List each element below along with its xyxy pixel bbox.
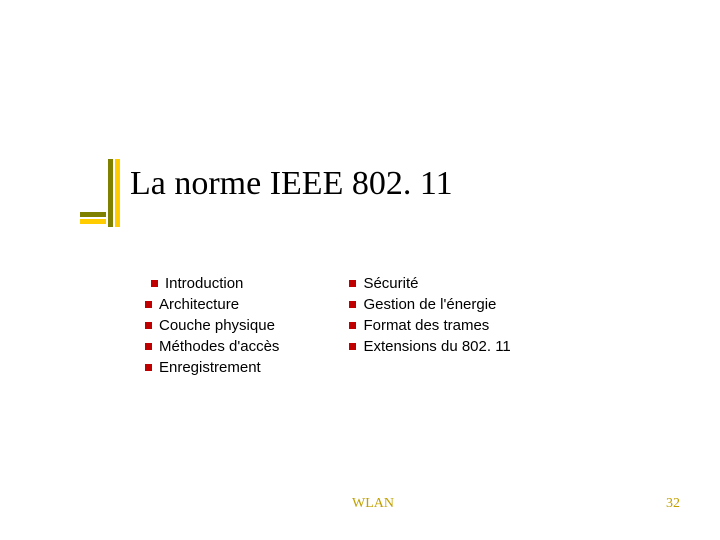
page-number: 32: [666, 496, 680, 512]
list-item-label: Introduction: [165, 275, 243, 292]
list-item: Méthodes d'accès: [145, 338, 279, 355]
list-item-label: Extensions du 802. 11: [363, 338, 510, 355]
list-item: Sécurité: [349, 275, 510, 292]
list-item: Enregistrement: [145, 359, 279, 376]
content-columns: Introduction Architecture Couche physiqu…: [145, 275, 511, 376]
list-item-label: Architecture: [159, 296, 239, 313]
list-item: Introduction: [151, 275, 279, 292]
bullet-icon: [145, 364, 152, 371]
list-item-label: Méthodes d'accès: [159, 338, 279, 355]
decor-bar: [80, 219, 106, 224]
decor-bar: [115, 159, 120, 227]
list-item-label: Gestion de l'énergie: [363, 296, 496, 313]
bullet-icon: [349, 301, 356, 308]
list-item-label: Couche physique: [159, 317, 275, 334]
right-column: Sécurité Gestion de l'énergie Format des…: [349, 275, 510, 376]
list-item: Gestion de l'énergie: [349, 296, 510, 313]
footer-label: WLAN: [352, 496, 394, 512]
title-block: La norme IEEE 802. 11: [80, 165, 453, 203]
list-item-label: Format des trames: [363, 317, 489, 334]
slide-title: La norme IEEE 802. 11: [130, 165, 453, 203]
bullet-icon: [349, 343, 356, 350]
list-item-label: Sécurité: [363, 275, 418, 292]
list-item: Extensions du 802. 11: [349, 338, 510, 355]
bullet-icon: [151, 280, 158, 287]
decor-bar: [108, 159, 113, 227]
bullet-icon: [145, 343, 152, 350]
bullet-icon: [349, 322, 356, 329]
bullet-icon: [145, 322, 152, 329]
bullet-icon: [145, 301, 152, 308]
list-item-label: Enregistrement: [159, 359, 261, 376]
title-decoration: [80, 212, 114, 240]
decor-bar: [80, 212, 106, 217]
slide: La norme IEEE 802. 11 Introduction Archi…: [0, 0, 720, 540]
list-item: Architecture: [145, 296, 279, 313]
list-item: Format des trames: [349, 317, 510, 334]
left-column: Introduction Architecture Couche physiqu…: [145, 275, 279, 376]
bullet-icon: [349, 280, 356, 287]
list-item: Couche physique: [145, 317, 279, 334]
